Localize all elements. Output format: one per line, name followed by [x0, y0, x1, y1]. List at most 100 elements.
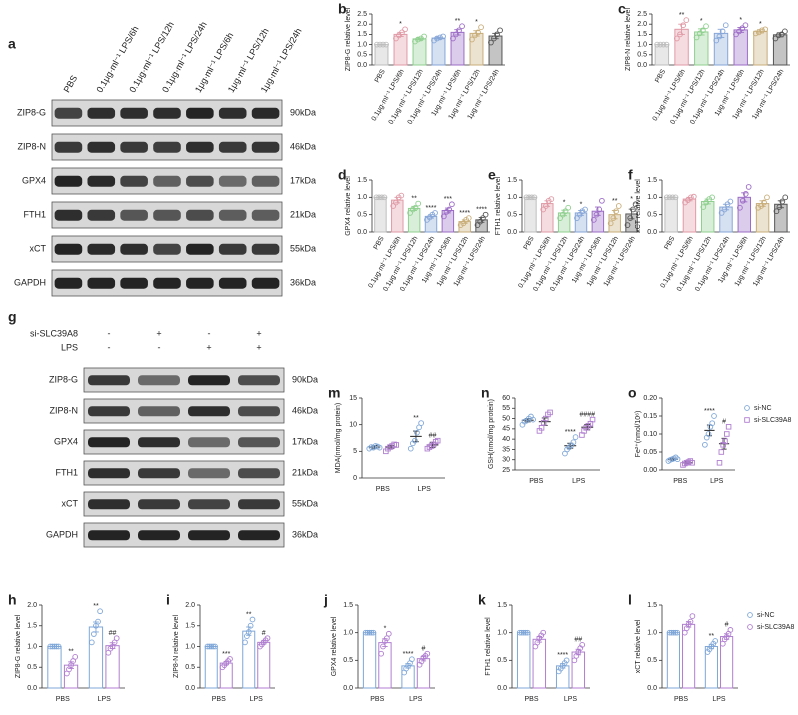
data-point — [95, 618, 101, 625]
data-point — [55, 643, 62, 650]
blot-band — [153, 209, 181, 221]
data-point — [570, 439, 577, 446]
blot-band — [186, 107, 214, 119]
panel-letter: e — [488, 167, 496, 183]
data-point — [377, 41, 383, 48]
data-point — [689, 460, 695, 466]
data-point — [390, 203, 397, 209]
y-axis-title: xCT relative level — [635, 179, 642, 233]
data-point — [682, 460, 688, 467]
data-point — [596, 206, 603, 213]
significance-label: * — [399, 21, 402, 28]
significance-label: ## — [574, 637, 582, 644]
data-point — [719, 28, 726, 35]
y-axis-title: FTH1 relative level — [485, 617, 492, 676]
data-point — [242, 639, 248, 646]
y-tick-label: 1.5 — [637, 31, 647, 38]
data-point — [540, 629, 547, 636]
data-point — [437, 34, 443, 41]
y-tick-label: 0.15 — [643, 413, 657, 420]
data-point — [696, 30, 703, 37]
panel-letter: m — [328, 385, 340, 401]
blot-band — [120, 107, 148, 119]
y-tick-label: 0.05 — [643, 449, 657, 456]
size-label: 36kDa — [290, 277, 316, 287]
data-point — [572, 434, 579, 440]
bar — [654, 44, 670, 66]
y-tick-label: 2.0 — [357, 21, 367, 28]
data-point — [381, 194, 388, 201]
data-point — [709, 194, 715, 201]
data-point — [574, 215, 580, 221]
data-point — [548, 196, 555, 202]
bar — [772, 34, 788, 66]
bar — [720, 636, 734, 689]
data-point — [376, 444, 383, 451]
significance-label: * — [759, 21, 762, 28]
data-point — [378, 194, 385, 201]
size-label: 55kDa — [292, 498, 318, 508]
data-point — [693, 34, 700, 41]
data-point — [414, 429, 420, 436]
bar — [374, 44, 389, 66]
data-point — [709, 420, 716, 427]
data-point — [520, 629, 527, 636]
size-label: 17kDa — [292, 436, 318, 446]
data-point — [450, 35, 456, 42]
bar — [450, 31, 465, 66]
data-point — [761, 199, 767, 206]
data-point — [706, 196, 713, 202]
y-axis-title: MDA(nmol/mg protein) — [335, 403, 342, 473]
y-tick-label: 1.0 — [497, 630, 507, 637]
panel-letter: h — [8, 592, 17, 608]
data-point — [742, 22, 749, 29]
significance-label: * — [384, 626, 387, 633]
blot-band — [218, 209, 247, 221]
data-point — [666, 194, 673, 201]
data-point — [523, 194, 530, 201]
data-point — [673, 35, 680, 42]
data-point — [409, 656, 415, 663]
y-tick-label: 0.5 — [497, 657, 507, 664]
data-point — [720, 442, 726, 448]
significance-label: ** — [612, 198, 618, 205]
data-point — [599, 197, 605, 204]
blot-band — [251, 175, 280, 187]
y-tick-label: 15 — [349, 395, 357, 402]
condition-sign: - — [208, 328, 211, 338]
data-point — [663, 194, 670, 201]
data-point — [593, 211, 600, 218]
data-point — [206, 643, 213, 650]
y-tick-label: 1.0 — [185, 643, 195, 650]
significance-label: * — [580, 201, 583, 208]
data-point — [705, 431, 712, 437]
panel-letter: i — [166, 592, 170, 608]
x-tick-label: PBS — [654, 68, 667, 84]
data-point — [703, 23, 709, 30]
blot-band — [188, 468, 230, 479]
y-axis-title: ZIP8-G relative level — [345, 7, 352, 71]
y-tick-label: 0.0 — [357, 62, 367, 69]
significance-label: * — [700, 18, 703, 25]
y-tick-label: 40 — [502, 436, 510, 443]
x-tick-label: PBS — [663, 235, 676, 251]
data-point — [610, 215, 617, 221]
data-point — [516, 629, 523, 636]
data-point — [683, 17, 690, 23]
blot-band — [138, 468, 180, 479]
data-point — [497, 27, 503, 34]
condition-sign: + — [156, 328, 161, 338]
y-tick-label: 0.0 — [637, 62, 647, 69]
blot-band — [251, 209, 280, 221]
blot-band — [138, 406, 180, 417]
size-label: 17kDa — [290, 175, 316, 185]
x-tick-label: LPS — [564, 696, 578, 703]
blot-band — [251, 141, 280, 153]
data-point — [721, 206, 728, 213]
data-point — [47, 643, 54, 650]
y-tick-label: 0.5 — [27, 664, 37, 671]
data-point — [718, 210, 725, 216]
x-tick-label: LPS — [250, 696, 264, 703]
blot-band — [186, 277, 214, 289]
data-point — [434, 35, 440, 42]
